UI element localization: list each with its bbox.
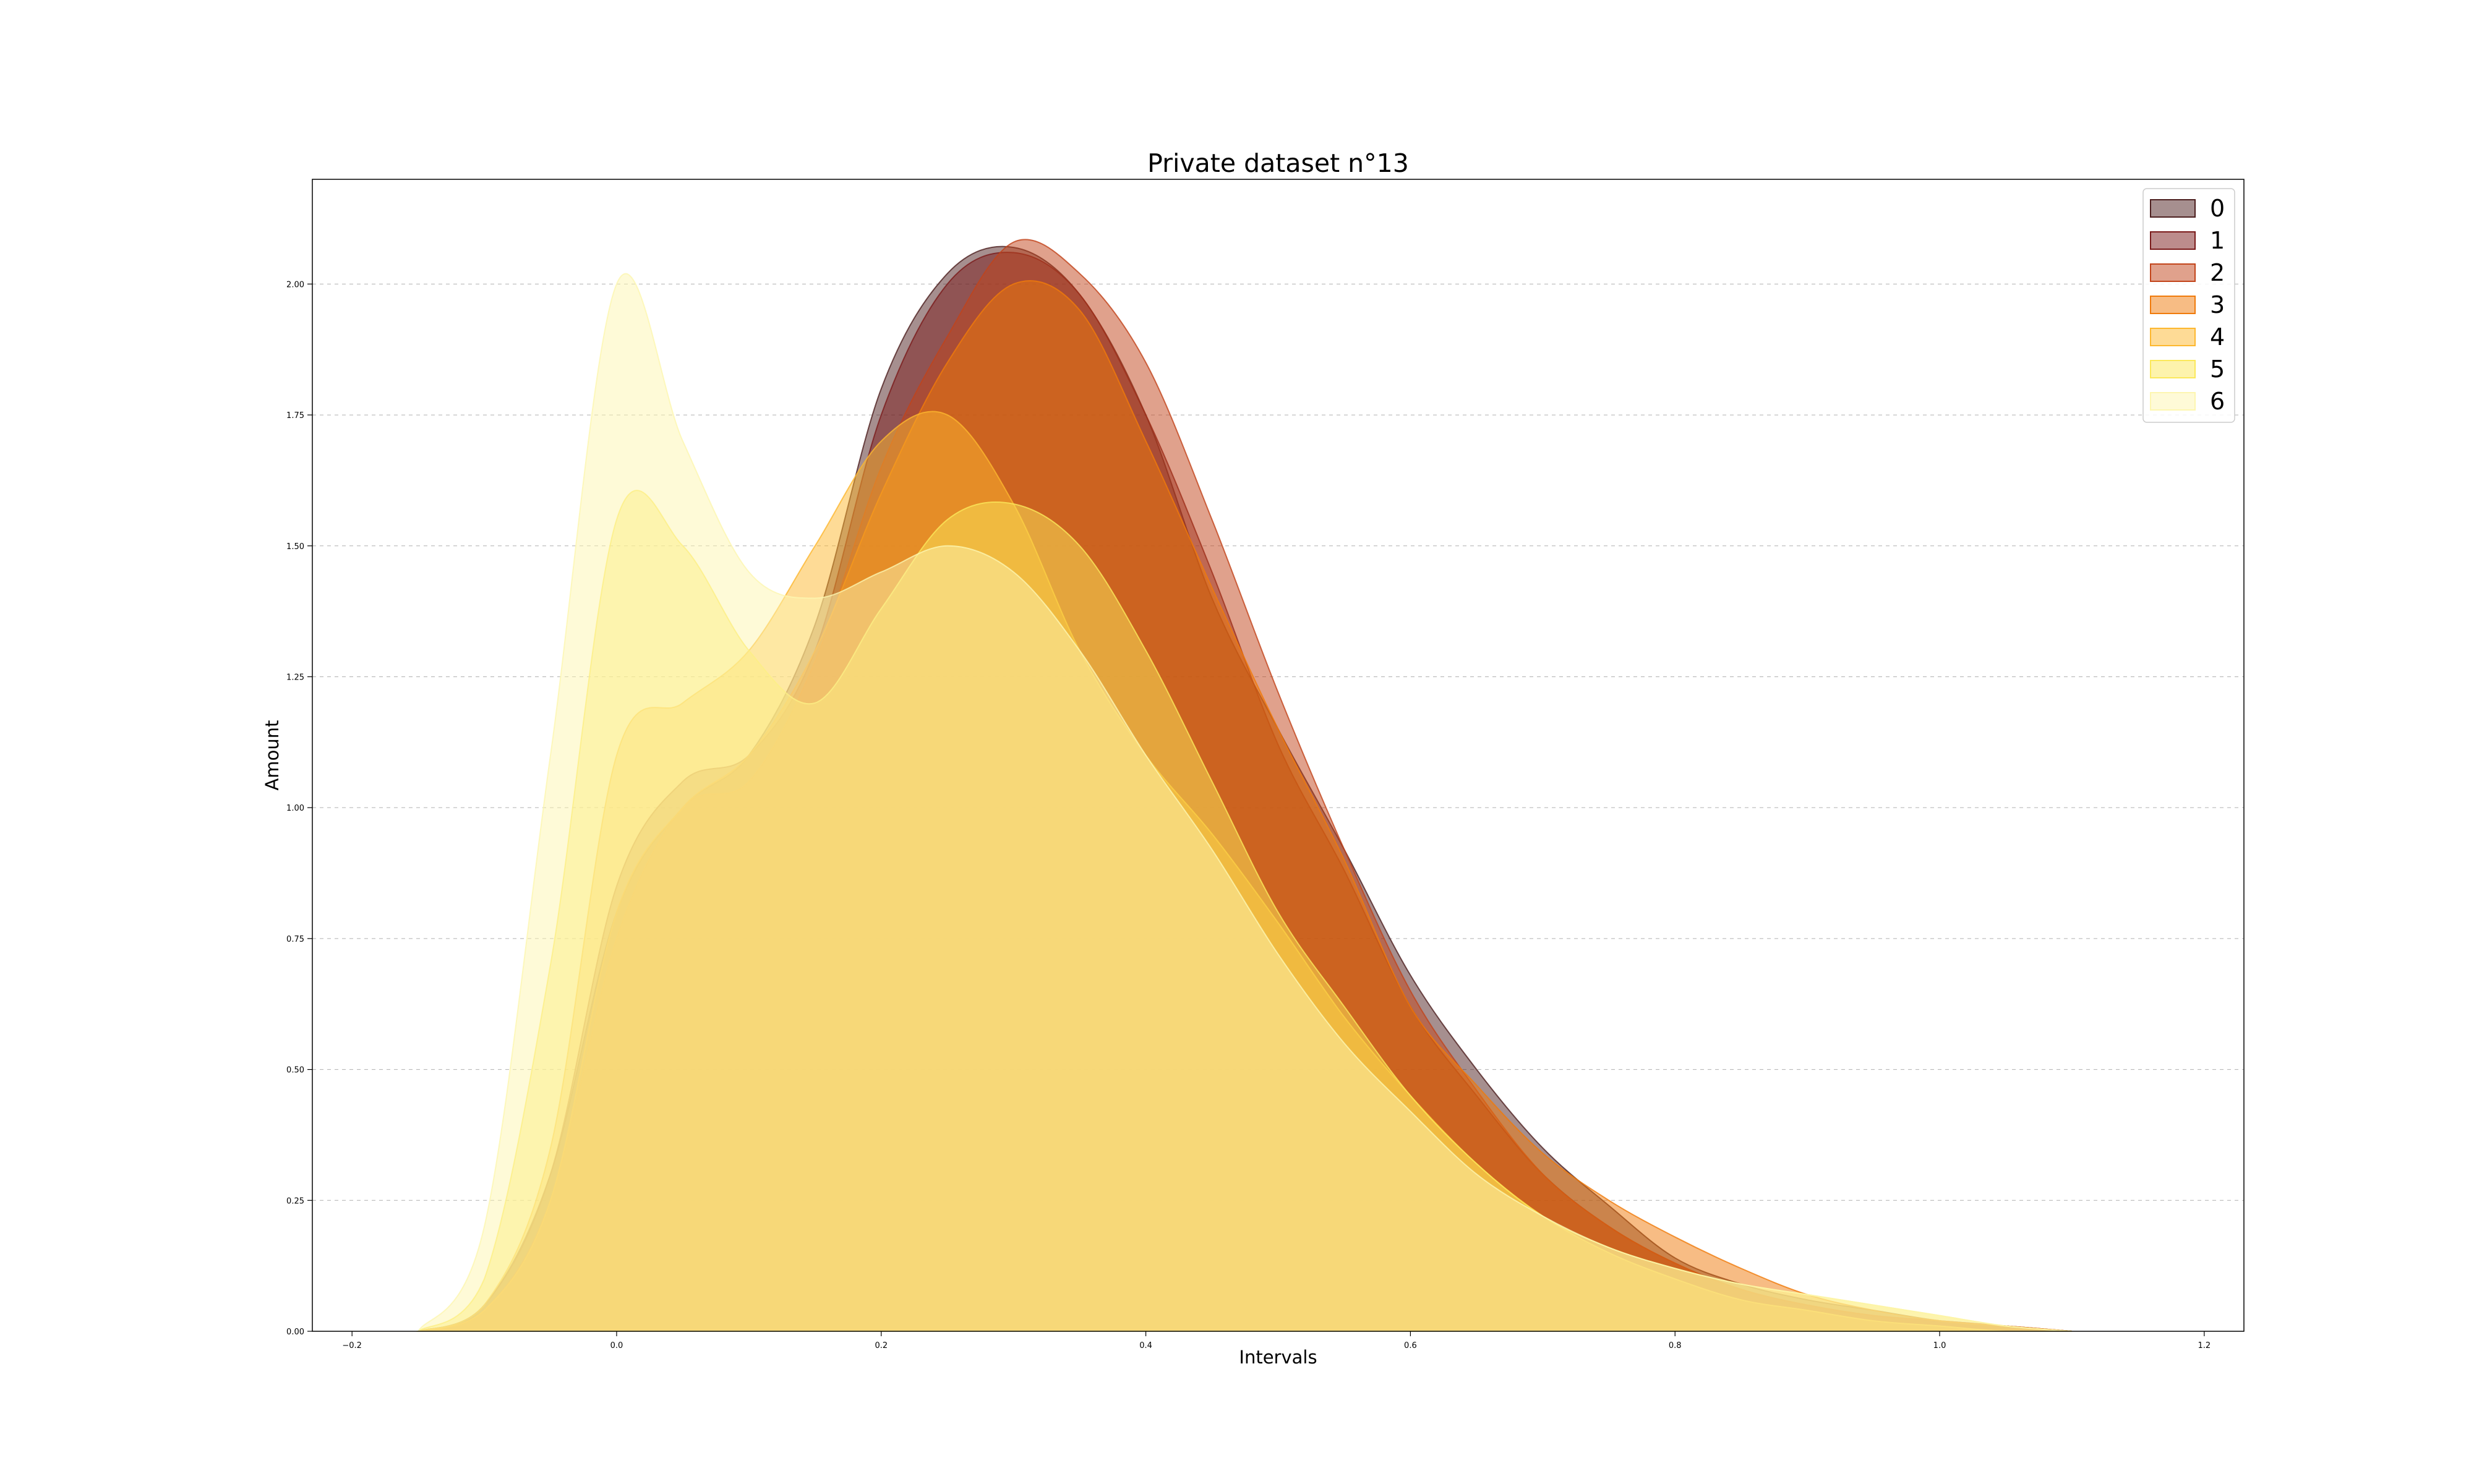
legend-label-2: 2 <box>2210 259 2225 286</box>
x-tick-label: 1.2 <box>2198 1341 2211 1350</box>
legend: 0 1 2 3 4 5 6 <box>2142 188 2235 423</box>
legend-label-0: 0 <box>2210 195 2225 222</box>
x-tick-label: 0.6 <box>1404 1341 1417 1350</box>
y-tick-label: 0.00 <box>286 1328 304 1337</box>
series-areas <box>416 239 2072 1333</box>
series-area-6 <box>417 273 2072 1332</box>
x-tick-label: 0.0 <box>610 1341 623 1350</box>
y-tick-label: 1.25 <box>286 673 304 682</box>
x-axis-label: Intervals <box>1239 1347 1317 1368</box>
legend-label-1: 1 <box>2210 227 2225 254</box>
plot-frame <box>312 179 2245 1332</box>
x-tick-label: 0.2 <box>875 1341 888 1350</box>
legend-label-5: 5 <box>2210 356 2225 383</box>
legend-swatch-2 <box>2150 263 2196 282</box>
x-tick-label: 1.0 <box>1933 1341 1946 1350</box>
y-tick-label: 2.00 <box>286 280 304 289</box>
y-tick-label: 0.75 <box>286 935 304 944</box>
legend-label-6: 6 <box>2210 388 2225 415</box>
chart-title: Private dataset n°13 <box>1147 148 1409 178</box>
y-axis-label: Amount <box>262 720 283 791</box>
legend-swatch-5 <box>2150 360 2196 378</box>
y-tick-label: 1.00 <box>286 804 304 813</box>
legend-label-4: 4 <box>2210 323 2225 351</box>
legend-swatch-0 <box>2150 199 2196 218</box>
legend-label-3: 3 <box>2210 291 2225 318</box>
legend-swatch-4 <box>2150 328 2196 346</box>
legend-swatch-1 <box>2150 231 2196 250</box>
y-tick-label: 1.75 <box>286 411 304 420</box>
x-tick-label: −0.2 <box>342 1341 362 1350</box>
x-tick-label: 0.8 <box>1669 1341 1682 1350</box>
y-tick-label: 0.25 <box>286 1196 304 1206</box>
y-tick-label: 0.50 <box>286 1066 304 1075</box>
legend-swatch-3 <box>2150 296 2196 314</box>
legend-swatch-6 <box>2150 392 2196 411</box>
x-tick-label: 0.4 <box>1139 1341 1152 1350</box>
y-tick-label: 1.50 <box>286 542 304 552</box>
y-axis-ticks: 0.00 0.25 0.50 0.75 1.00 1.25 1.50 1.75 2.00 <box>286 280 312 1337</box>
x-axis-ticks: −0.2 0.0 0.2 0.4 0.6 0.8 1.0 1.2 <box>342 1331 2211 1350</box>
